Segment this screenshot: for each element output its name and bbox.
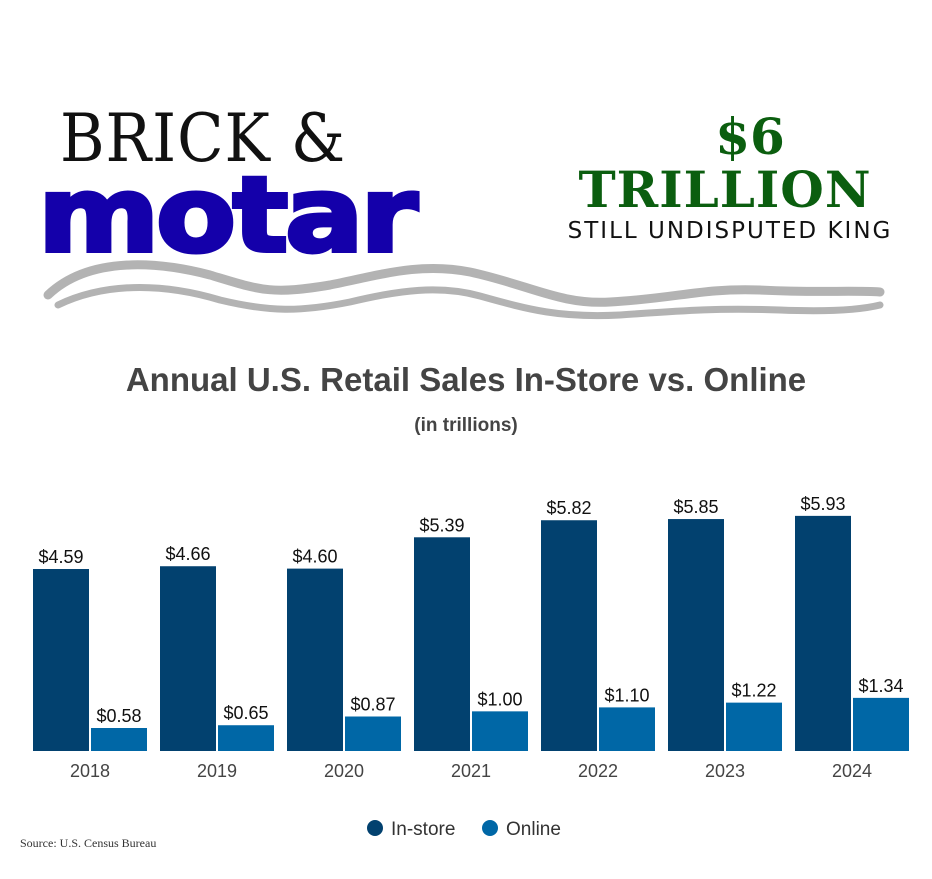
legend-label-online: Online [506, 819, 561, 840]
bar-in-store-2024 [795, 515, 851, 751]
x-tick-label-2018: 2018 [70, 761, 110, 781]
legend: In-store Online [367, 819, 561, 840]
data-label-in-store-2018: $4.59 [38, 547, 83, 567]
bar-in-store-2023 [668, 519, 724, 751]
bar-online-2024 [853, 697, 909, 751]
chart-subtitle: (in trillions) [414, 415, 518, 436]
bar-online-2022 [599, 707, 655, 751]
data-label-in-store-2023: $5.85 [673, 497, 718, 517]
bar-online-2019 [218, 725, 274, 751]
x-tick-label-2023: 2023 [705, 761, 745, 781]
data-label-online-2018: $0.58 [96, 706, 141, 726]
source-note: Source: U.S. Census Bureau [20, 836, 157, 850]
bar-in-store-2018 [33, 569, 89, 751]
data-label-online-2019: $0.65 [223, 703, 268, 723]
bar-in-store-2022 [541, 520, 597, 751]
data-label-online-2022: $1.10 [604, 685, 649, 705]
x-tick-label-2019: 2019 [197, 761, 237, 781]
x-tick-label-2024: 2024 [832, 761, 872, 781]
data-label-in-store-2024: $5.93 [800, 494, 845, 514]
bar-in-store-2020 [287, 568, 343, 751]
x-tick-label-2020: 2020 [324, 761, 364, 781]
data-label-online-2023: $1.22 [731, 681, 776, 701]
headline-unit: TRILLION [578, 160, 872, 219]
data-label-online-2024: $1.34 [858, 676, 903, 696]
data-label-in-store-2020: $4.60 [292, 547, 337, 567]
bar-in-store-2021 [414, 537, 470, 751]
data-label-in-store-2019: $4.66 [165, 544, 210, 564]
x-tick-label-2022: 2022 [578, 761, 618, 781]
data-label-in-store-2021: $5.39 [419, 515, 464, 535]
brand-line-2: motar [36, 154, 420, 276]
data-label-online-2021: $1.00 [477, 689, 522, 709]
legend-swatch-online [482, 820, 498, 836]
data-label-online-2020: $0.87 [350, 695, 395, 715]
legend-label-in-store: In-store [391, 819, 455, 840]
x-tick-label-2021: 2021 [451, 761, 491, 781]
legend-swatch-in-store [367, 820, 383, 836]
data-label-in-store-2022: $5.82 [546, 498, 591, 518]
chart-title: Annual U.S. Retail Sales In-Store vs. On… [125, 361, 807, 398]
bar-online-2023 [726, 702, 782, 751]
headline-tagline: STILL UNDISPUTED KING [567, 218, 893, 244]
brand-line-1: BRICK & [60, 100, 346, 177]
decorative-wave [43, 260, 885, 320]
bar-online-2020 [345, 716, 401, 751]
headline-amount: $6 [715, 107, 785, 166]
bar-in-store-2019 [160, 566, 216, 751]
bar-online-2018 [91, 728, 147, 751]
bar-online-2021 [472, 711, 528, 751]
